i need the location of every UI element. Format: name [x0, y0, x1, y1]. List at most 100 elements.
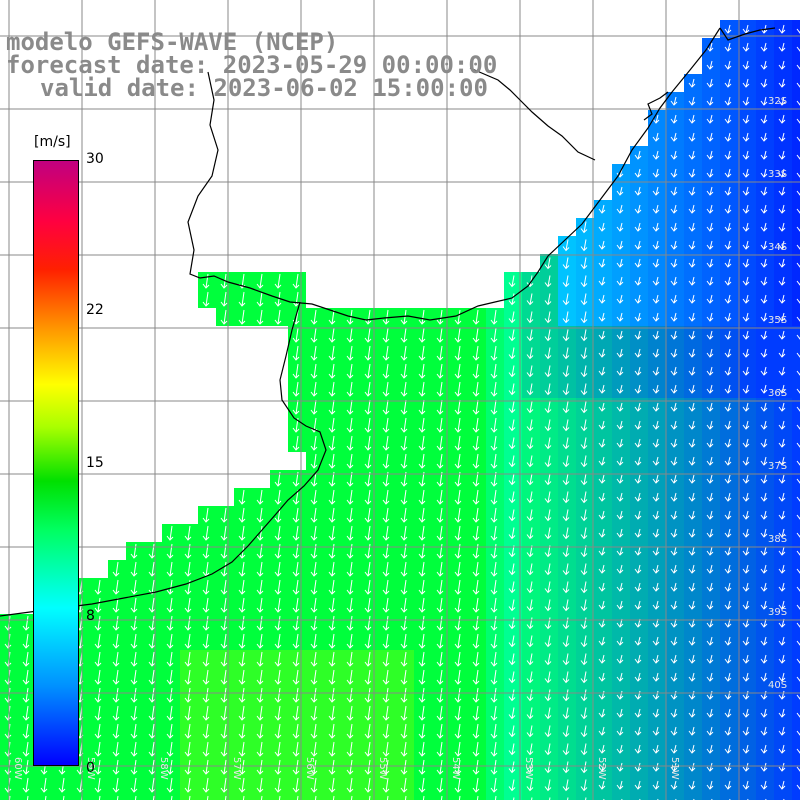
wind-vector-arrow [130, 705, 138, 721]
wind-vector-arrow [184, 633, 192, 649]
wind-vector-arrow [256, 543, 264, 559]
wind-vector-arrow [490, 453, 498, 469]
wind-vector-arrow [346, 741, 354, 757]
wind-vector-arrow [706, 690, 714, 700]
wind-vector-arrow [724, 330, 732, 340]
wind-vector-arrow [202, 669, 210, 685]
wind-vector-arrow [652, 726, 660, 736]
wind-speed-cell [414, 794, 432, 800]
wind-vector-arrow [562, 707, 570, 720]
wind-vector-arrow [292, 705, 300, 721]
wind-vector-arrow [116, 795, 119, 800]
wind-vector-arrow [184, 525, 192, 541]
wind-vector-arrow [742, 744, 750, 754]
wind-speed-cell [702, 794, 720, 800]
wind-vector-arrow [44, 795, 47, 800]
wind-vector-arrow [274, 615, 282, 631]
wind-vector-arrow [670, 780, 678, 790]
wind-vector-arrow [598, 744, 606, 754]
wind-vector-arrow [544, 329, 552, 342]
wind-vector-arrow [436, 777, 444, 793]
wind-vector-arrow [580, 239, 588, 252]
wind-vector-arrow [796, 478, 800, 484]
wind-vector-arrow [706, 348, 714, 358]
wind-vector-arrow [652, 204, 660, 214]
wind-vector-arrow [616, 438, 624, 448]
wind-vector-arrow [490, 381, 498, 397]
wind-vector-arrow [508, 293, 516, 306]
wind-vector-arrow [616, 312, 624, 322]
wind-vector-arrow [346, 723, 354, 739]
wind-vector-arrow [328, 687, 336, 703]
wind-vector-arrow [796, 604, 800, 610]
wind-vector-arrow [454, 327, 462, 343]
wind-speed-cell [90, 794, 108, 800]
wind-vector-arrow [364, 309, 372, 325]
wind-vector-arrow [256, 651, 264, 667]
wind-speed-cell [792, 614, 800, 632]
wind-vector-arrow [310, 561, 318, 577]
wind-vector-arrow [778, 528, 786, 538]
wind-vector-arrow [436, 507, 444, 523]
wind-vector-arrow [364, 579, 372, 595]
wind-vector-arrow [382, 381, 390, 397]
wind-vector-arrow [490, 705, 498, 721]
wind-vector-arrow [238, 705, 246, 721]
wind-vector-arrow [778, 222, 786, 232]
wind-vector-arrow [130, 777, 138, 793]
wind-vector-arrow [400, 489, 408, 505]
wind-vector-arrow [130, 597, 138, 613]
wind-vector-arrow [562, 257, 570, 270]
wind-vector-arrow [328, 453, 336, 469]
wind-vector-arrow [296, 795, 299, 800]
wind-vector-arrow [274, 633, 282, 649]
wind-vector-arrow [562, 419, 570, 432]
wind-vector-arrow [688, 348, 696, 358]
wind-vector-arrow [238, 741, 246, 757]
wind-vector-arrow [670, 510, 678, 520]
longitude-label: 51W [669, 757, 680, 780]
wind-vector-arrow [760, 420, 768, 430]
wind-vector-arrow [652, 780, 660, 790]
wind-vector-arrow [778, 258, 786, 268]
wind-vector-arrow [688, 726, 696, 736]
wind-speed-cell [450, 794, 468, 800]
wind-vector-arrow [706, 762, 714, 772]
wind-vector-arrow [670, 690, 678, 700]
wind-vector-arrow [166, 633, 174, 649]
wind-vector-arrow [400, 633, 408, 649]
wind-vector-arrow [346, 381, 354, 397]
wind-vector-arrow [778, 564, 786, 574]
wind-vector-arrow [760, 240, 768, 250]
wind-vector-arrow [688, 312, 696, 322]
wind-vector-arrow [670, 708, 678, 718]
wind-vector-arrow [760, 690, 768, 700]
wind-vector-arrow [526, 563, 534, 576]
wind-vector-arrow [724, 456, 732, 466]
wind-vector-arrow [742, 474, 750, 484]
wind-vector-arrow [670, 402, 678, 412]
wind-vector-arrow [670, 384, 678, 394]
wind-vector-arrow [580, 527, 588, 540]
valid-date: valid date: 2023-06-02 15:00:00 [40, 74, 488, 102]
wind-vector-arrow [652, 186, 660, 196]
wind-vector-arrow [256, 687, 264, 703]
wind-vector-arrow [436, 579, 444, 595]
wind-vector-arrow [652, 510, 660, 520]
wind-vector-arrow [724, 672, 732, 682]
wind-vector-arrow [778, 762, 786, 772]
wind-vector-arrow [742, 690, 750, 700]
wind-vector-arrow [796, 100, 800, 106]
wind-vector-arrow [98, 795, 101, 800]
colorbar-tick-8: 8 [86, 608, 95, 624]
wind-vector-arrow [778, 186, 786, 196]
wind-vector-arrow [310, 687, 318, 703]
wind-vector-arrow [796, 460, 800, 466]
wind-vector-arrow [796, 514, 800, 520]
wind-vector-arrow [706, 600, 714, 610]
wind-vector-arrow [256, 759, 264, 775]
wind-vector-arrow [328, 669, 336, 685]
wind-vector-arrow [706, 420, 714, 430]
wind-vector-arrow [526, 347, 534, 360]
wind-vector-arrow [130, 615, 138, 631]
